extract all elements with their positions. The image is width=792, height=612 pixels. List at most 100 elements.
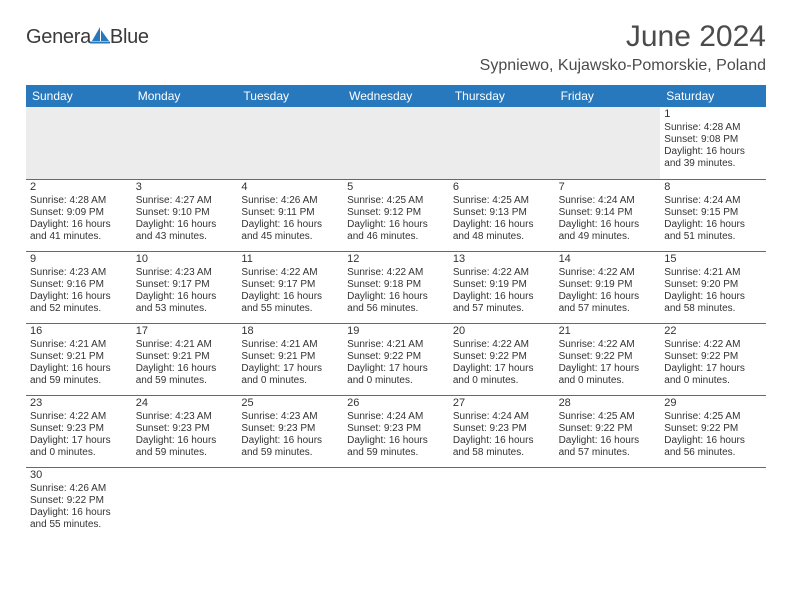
daylight-line: Daylight: 16 hours and 56 minutes. — [664, 435, 762, 459]
calendar-day-cell: 26Sunrise: 4:24 AMSunset: 9:23 PMDayligh… — [343, 396, 449, 468]
calendar-empty-cell — [343, 107, 449, 180]
sunset-line: Sunset: 9:18 PM — [347, 279, 445, 291]
daylight-line: Daylight: 16 hours and 57 minutes. — [559, 435, 657, 459]
calendar-day-cell: 5Sunrise: 4:25 AMSunset: 9:12 PMDaylight… — [343, 180, 449, 252]
day-number: 28 — [559, 397, 657, 410]
day-number: 5 — [347, 181, 445, 194]
calendar: SundayMondayTuesdayWednesdayThursdayFrid… — [26, 85, 766, 540]
calendar-day-cell: 23Sunrise: 4:22 AMSunset: 9:23 PMDayligh… — [26, 396, 132, 468]
logo: Genera Blue — [26, 26, 149, 49]
sunrise-line: Sunrise: 4:22 AM — [559, 267, 657, 279]
day-number: 11 — [241, 253, 339, 266]
weekday-header-cell: Monday — [132, 85, 238, 107]
sunset-line: Sunset: 9:19 PM — [559, 279, 657, 291]
sunrise-line: Sunrise: 4:26 AM — [30, 483, 128, 495]
calendar-day-cell: 15Sunrise: 4:21 AMSunset: 9:20 PMDayligh… — [660, 252, 766, 324]
day-number: 1 — [664, 108, 762, 121]
weekday-header-cell: Wednesday — [343, 85, 449, 107]
calendar-day-cell: 30Sunrise: 4:26 AMSunset: 9:22 PMDayligh… — [26, 468, 132, 540]
daylight-line: Daylight: 16 hours and 51 minutes. — [664, 219, 762, 243]
sunrise-line: Sunrise: 4:25 AM — [559, 411, 657, 423]
sunrise-line: Sunrise: 4:24 AM — [453, 411, 551, 423]
daylight-line: Daylight: 16 hours and 59 minutes. — [136, 435, 234, 459]
sunset-line: Sunset: 9:10 PM — [136, 207, 234, 219]
daylight-line: Daylight: 16 hours and 59 minutes. — [30, 363, 128, 387]
daylight-line: Daylight: 16 hours and 59 minutes. — [241, 435, 339, 459]
daylight-line: Daylight: 16 hours and 48 minutes. — [453, 219, 551, 243]
daylight-line: Daylight: 16 hours and 58 minutes. — [453, 435, 551, 459]
calendar-day-cell: 16Sunrise: 4:21 AMSunset: 9:21 PMDayligh… — [26, 324, 132, 396]
day-number: 17 — [136, 325, 234, 338]
sunset-line: Sunset: 9:21 PM — [136, 351, 234, 363]
daylight-line: Daylight: 17 hours and 0 minutes. — [347, 363, 445, 387]
daylight-line: Daylight: 16 hours and 41 minutes. — [30, 219, 128, 243]
sunset-line: Sunset: 9:21 PM — [241, 351, 339, 363]
day-number: 3 — [136, 181, 234, 194]
sunset-line: Sunset: 9:23 PM — [347, 423, 445, 435]
sunset-line: Sunset: 9:23 PM — [241, 423, 339, 435]
sunrise-line: Sunrise: 4:22 AM — [347, 267, 445, 279]
sunset-line: Sunset: 9:14 PM — [559, 207, 657, 219]
daylight-line: Daylight: 16 hours and 59 minutes. — [347, 435, 445, 459]
sunset-line: Sunset: 9:12 PM — [347, 207, 445, 219]
sunset-line: Sunset: 9:22 PM — [664, 423, 762, 435]
sunrise-line: Sunrise: 4:25 AM — [664, 411, 762, 423]
daylight-line: Daylight: 16 hours and 59 minutes. — [136, 363, 234, 387]
logo-sail-icon — [89, 26, 111, 49]
sunrise-line: Sunrise: 4:26 AM — [241, 195, 339, 207]
day-number: 4 — [241, 181, 339, 194]
sunset-line: Sunset: 9:22 PM — [347, 351, 445, 363]
daylight-line: Daylight: 17 hours and 0 minutes. — [30, 435, 128, 459]
day-number: 7 — [559, 181, 657, 194]
sunrise-line: Sunrise: 4:25 AM — [453, 195, 551, 207]
calendar-day-cell: 28Sunrise: 4:25 AMSunset: 9:22 PMDayligh… — [555, 396, 661, 468]
sunset-line: Sunset: 9:22 PM — [453, 351, 551, 363]
daylight-line: Daylight: 17 hours and 0 minutes. — [241, 363, 339, 387]
sunset-line: Sunset: 9:13 PM — [453, 207, 551, 219]
sunset-line: Sunset: 9:21 PM — [30, 351, 128, 363]
sunrise-line: Sunrise: 4:24 AM — [664, 195, 762, 207]
sunset-line: Sunset: 9:11 PM — [241, 207, 339, 219]
daylight-line: Daylight: 17 hours and 0 minutes. — [559, 363, 657, 387]
sunrise-line: Sunrise: 4:23 AM — [30, 267, 128, 279]
day-number: 26 — [347, 397, 445, 410]
day-number: 18 — [241, 325, 339, 338]
calendar-day-cell: 20Sunrise: 4:22 AMSunset: 9:22 PMDayligh… — [449, 324, 555, 396]
sunset-line: Sunset: 9:23 PM — [30, 423, 128, 435]
daylight-line: Daylight: 16 hours and 57 minutes. — [453, 291, 551, 315]
sunrise-line: Sunrise: 4:22 AM — [453, 339, 551, 351]
sunrise-line: Sunrise: 4:22 AM — [664, 339, 762, 351]
calendar-day-cell: 4Sunrise: 4:26 AMSunset: 9:11 PMDaylight… — [237, 180, 343, 252]
day-number: 2 — [30, 181, 128, 194]
calendar-day-cell: 10Sunrise: 4:23 AMSunset: 9:17 PMDayligh… — [132, 252, 238, 324]
sunset-line: Sunset: 9:23 PM — [453, 423, 551, 435]
weekday-header-cell: Thursday — [449, 85, 555, 107]
daylight-line: Daylight: 16 hours and 39 minutes. — [664, 146, 762, 170]
calendar-empty-cell — [449, 107, 555, 180]
sunset-line: Sunset: 9:16 PM — [30, 279, 128, 291]
sunrise-line: Sunrise: 4:23 AM — [136, 411, 234, 423]
daylight-line: Daylight: 16 hours and 55 minutes. — [30, 507, 128, 531]
sunrise-line: Sunrise: 4:22 AM — [559, 339, 657, 351]
day-number: 12 — [347, 253, 445, 266]
calendar-day-cell: 18Sunrise: 4:21 AMSunset: 9:21 PMDayligh… — [237, 324, 343, 396]
sunrise-line: Sunrise: 4:22 AM — [453, 267, 551, 279]
daylight-line: Daylight: 16 hours and 46 minutes. — [347, 219, 445, 243]
calendar-day-cell: 21Sunrise: 4:22 AMSunset: 9:22 PMDayligh… — [555, 324, 661, 396]
sunrise-line: Sunrise: 4:21 AM — [136, 339, 234, 351]
day-number: 10 — [136, 253, 234, 266]
title-block: June 2024 Sypniewo, Kujawsko-Pomorskie, … — [480, 20, 766, 75]
sunrise-line: Sunrise: 4:23 AM — [241, 411, 339, 423]
day-number: 16 — [30, 325, 128, 338]
sunrise-line: Sunrise: 4:25 AM — [347, 195, 445, 207]
sunrise-line: Sunrise: 4:28 AM — [30, 195, 128, 207]
daylight-line: Daylight: 16 hours and 58 minutes. — [664, 291, 762, 315]
calendar-day-cell: 13Sunrise: 4:22 AMSunset: 9:19 PMDayligh… — [449, 252, 555, 324]
sunset-line: Sunset: 9:22 PM — [30, 495, 128, 507]
daylight-line: Daylight: 16 hours and 45 minutes. — [241, 219, 339, 243]
sunrise-line: Sunrise: 4:24 AM — [347, 411, 445, 423]
calendar-empty-cell — [237, 107, 343, 180]
calendar-day-cell: 2Sunrise: 4:28 AMSunset: 9:09 PMDaylight… — [26, 180, 132, 252]
calendar-grid: 1Sunrise: 4:28 AMSunset: 9:08 PMDaylight… — [26, 107, 766, 540]
calendar-day-cell: 11Sunrise: 4:22 AMSunset: 9:17 PMDayligh… — [237, 252, 343, 324]
